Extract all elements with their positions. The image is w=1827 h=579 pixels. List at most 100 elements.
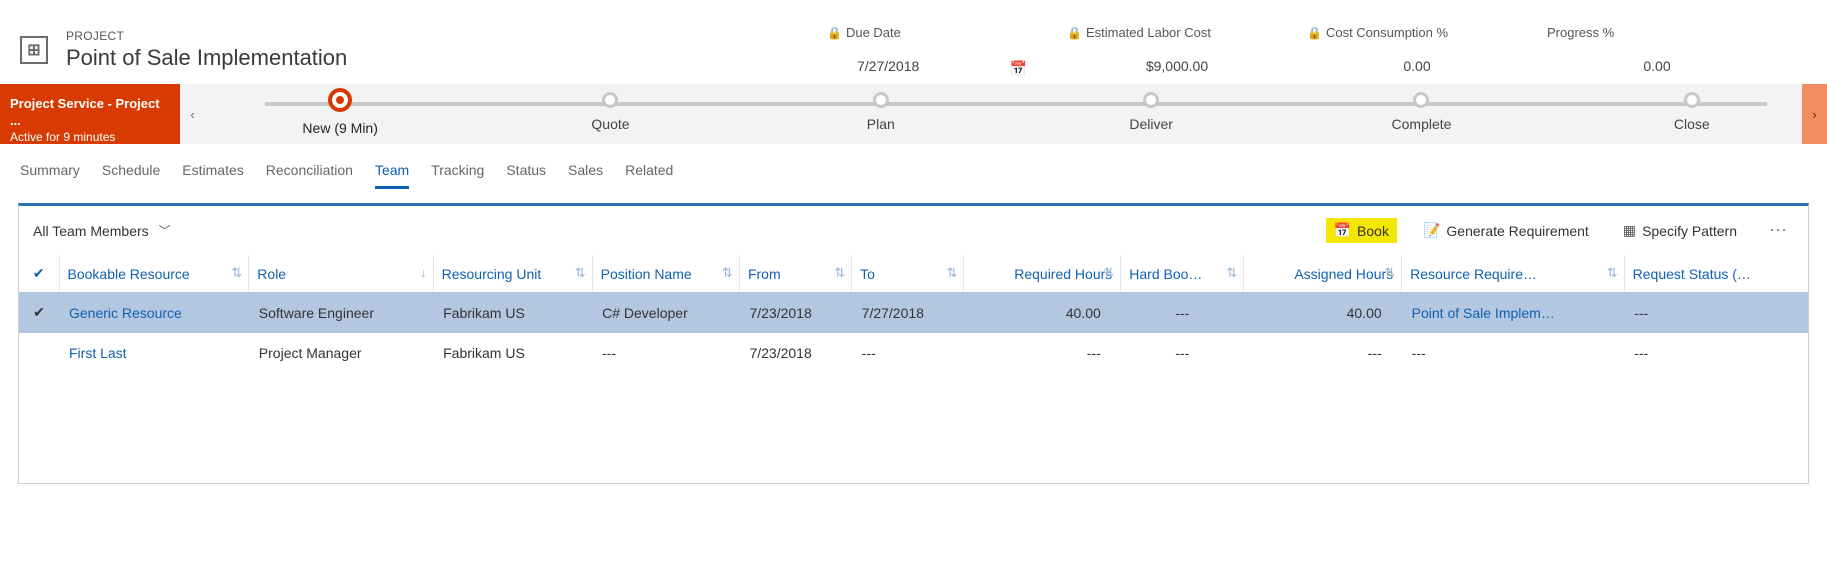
process-track: New (9 Min) Quote Plan Deliver Complete … xyxy=(205,84,1827,144)
header-fields: 🔒Due Date 7/27/2018📅 🔒Estimated Labor Co… xyxy=(807,25,1767,74)
stage-quote[interactable]: Quote xyxy=(475,92,745,132)
cell-hard-book: --- xyxy=(1121,292,1244,333)
header-field-due-date: 🔒Due Date 7/27/2018📅 xyxy=(807,25,1047,74)
cell-request-status: --- xyxy=(1624,333,1808,373)
cell-role: Project Manager xyxy=(249,333,433,373)
tab-estimates[interactable]: Estimates xyxy=(182,162,243,189)
stage-complete[interactable]: Complete xyxy=(1286,92,1556,132)
button-label: Specify Pattern xyxy=(1642,223,1737,239)
column-header-row: ✔ Bookable Resource⇅ Role↓ Resourcing Un… xyxy=(19,255,1808,292)
col-assigned-hours[interactable]: Assigned Hours⇅ xyxy=(1244,255,1402,292)
lock-icon: 🔒 xyxy=(1067,26,1082,40)
grid-actions: 📅 Book 📝 Generate Requirement ▦ Specify … xyxy=(1326,218,1794,243)
select-all-header[interactable]: ✔ xyxy=(19,255,59,292)
col-role[interactable]: Role↓ xyxy=(249,255,433,292)
generate-requirement-button[interactable]: 📝 Generate Requirement xyxy=(1415,218,1597,243)
process-duration: Active for 9 minutes xyxy=(10,130,170,146)
col-bookable-resource[interactable]: Bookable Resource⇅ xyxy=(59,255,249,292)
cell-resourcing-unit: Fabrikam US xyxy=(433,292,592,333)
stage-label: Plan xyxy=(746,116,1016,132)
record-header: ⊞ PROJECT Point of Sale Implementation 🔒… xyxy=(0,0,1827,84)
cell-resource-requirement[interactable]: Point of Sale Implem… xyxy=(1402,292,1625,333)
col-required-hours[interactable]: Required Hours⇅ xyxy=(964,255,1121,292)
col-position-name[interactable]: Position Name⇅ xyxy=(592,255,739,292)
record-title: Point of Sale Implementation xyxy=(66,45,347,71)
field-value: 0.00 xyxy=(1307,58,1527,74)
header-field-labor-cost: 🔒Estimated Labor Cost $9,000.00 xyxy=(1047,25,1287,74)
stage-deliver[interactable]: Deliver xyxy=(1016,92,1286,132)
cell-bookable-resource[interactable]: Generic Resource xyxy=(59,292,249,333)
button-label: Book xyxy=(1357,223,1389,239)
col-to[interactable]: To⇅ xyxy=(852,255,964,292)
view-name-label: All Team Members xyxy=(33,223,149,239)
process-name: Project Service - Project ... xyxy=(10,96,170,130)
book-button[interactable]: 📅 Book xyxy=(1326,218,1397,243)
col-request-status[interactable]: Request Status (… xyxy=(1624,255,1808,292)
tab-schedule[interactable]: Schedule xyxy=(102,162,160,189)
table-row[interactable]: First Last Project Manager Fabrikam US -… xyxy=(19,333,1808,373)
document-icon: 📝 xyxy=(1423,222,1440,239)
grid-toolbar: All Team Members ﹀ 📅 Book 📝 Generate Req… xyxy=(19,206,1808,255)
stage-new[interactable]: New (9 Min) xyxy=(205,92,475,136)
process-flag[interactable]: Project Service - Project ... Active for… xyxy=(0,84,180,144)
project-icon: ⊞ xyxy=(20,36,48,64)
cell-request-status: --- xyxy=(1624,292,1808,333)
sort-icon: ⇅ xyxy=(1226,265,1237,281)
calendar-icon: 📅 xyxy=(1334,222,1351,239)
calendar-icon[interactable]: 📅 xyxy=(1010,60,1027,77)
stage-plan[interactable]: Plan xyxy=(746,92,1016,132)
stage-dot-icon xyxy=(328,88,352,112)
stage-label: Deliver xyxy=(1016,116,1286,132)
view-selector[interactable]: All Team Members ﹀ xyxy=(33,222,171,239)
tab-tracking[interactable]: Tracking xyxy=(431,162,484,189)
col-from[interactable]: From⇅ xyxy=(739,255,851,292)
tab-team[interactable]: Team xyxy=(375,162,409,189)
table-row[interactable]: ✔ Generic Resource Software Engineer Fab… xyxy=(19,292,1808,333)
col-resourcing-unit[interactable]: Resourcing Unit⇅ xyxy=(433,255,592,292)
sort-icon: ↓ xyxy=(420,265,427,280)
field-value: 0.00 xyxy=(1547,58,1767,74)
cell-position-name: C# Developer xyxy=(592,292,739,333)
stage-label: New (9 Min) xyxy=(205,120,475,136)
tab-sales[interactable]: Sales xyxy=(568,162,603,189)
process-prev-button[interactable]: ‹ xyxy=(180,84,205,144)
tab-summary[interactable]: Summary xyxy=(20,162,80,189)
stage-dot-icon xyxy=(1143,92,1159,108)
header-titles: PROJECT Point of Sale Implementation xyxy=(66,29,347,71)
field-label: Cost Consumption % xyxy=(1326,25,1448,40)
specify-pattern-button[interactable]: ▦ Specify Pattern xyxy=(1615,218,1745,243)
stage-dot-icon xyxy=(873,92,889,108)
cell-from: 7/23/2018 xyxy=(739,292,851,333)
tab-reconciliation[interactable]: Reconciliation xyxy=(266,162,353,189)
row-checkbox[interactable]: ✔ xyxy=(19,292,59,333)
cell-to: --- xyxy=(852,333,964,373)
col-resource-requirement[interactable]: Resource Require…⇅ xyxy=(1402,255,1625,292)
cell-from: 7/23/2018 xyxy=(739,333,851,373)
cell-bookable-resource[interactable]: First Last xyxy=(59,333,249,373)
stage-dot-icon xyxy=(1684,92,1700,108)
cell-assigned-hours: --- xyxy=(1244,333,1402,373)
col-hard-book[interactable]: Hard Boo…⇅ xyxy=(1121,255,1244,292)
tab-status[interactable]: Status xyxy=(506,162,546,189)
sort-icon: ⇅ xyxy=(1103,265,1114,281)
stage-close[interactable]: Close xyxy=(1557,92,1827,132)
sort-icon: ⇅ xyxy=(575,265,586,281)
sort-icon: ⇅ xyxy=(722,265,733,281)
cell-hard-book: --- xyxy=(1121,333,1244,373)
sort-icon: ⇅ xyxy=(1607,265,1618,281)
button-label: Generate Requirement xyxy=(1446,223,1588,239)
stage-dot-icon xyxy=(602,92,618,108)
cell-assigned-hours: 40.00 xyxy=(1244,292,1402,333)
row-checkbox[interactable] xyxy=(19,333,59,373)
more-actions-button[interactable]: ⋯ xyxy=(1763,220,1794,241)
cell-required-hours: --- xyxy=(964,333,1121,373)
cell-to: 7/27/2018 xyxy=(852,292,964,333)
cell-position-name: --- xyxy=(592,333,739,373)
tab-related[interactable]: Related xyxy=(625,162,673,189)
field-value: 7/27/2018 xyxy=(857,58,919,74)
field-label: Estimated Labor Cost xyxy=(1086,25,1211,40)
cell-required-hours: 40.00 xyxy=(964,292,1121,333)
field-label: Due Date xyxy=(846,25,901,40)
stage-label: Close xyxy=(1557,116,1827,132)
entity-type-label: PROJECT xyxy=(66,29,347,43)
